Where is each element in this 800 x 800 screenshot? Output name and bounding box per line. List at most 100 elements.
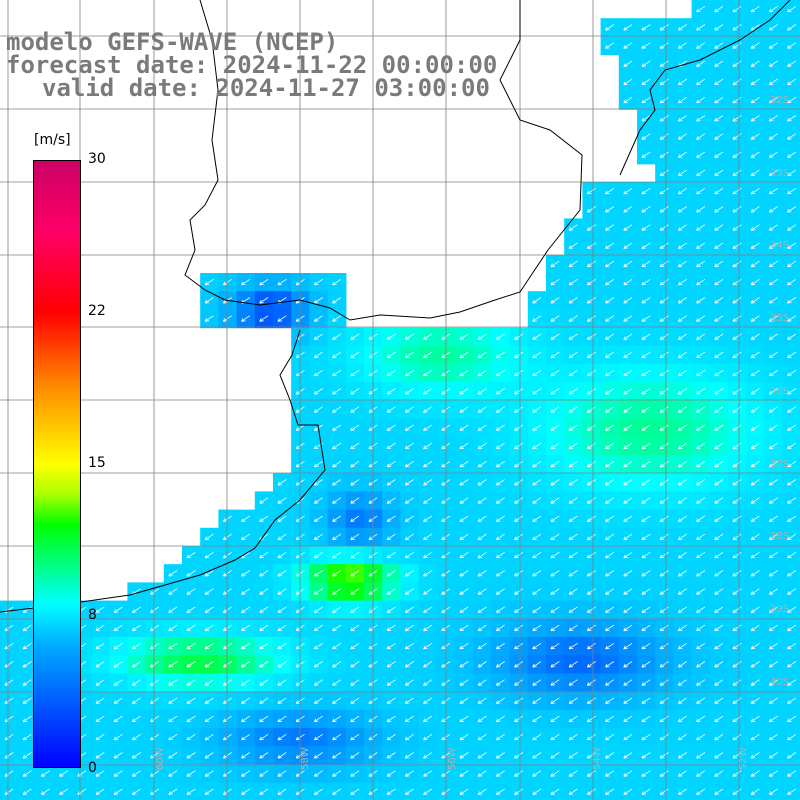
wind-arrow (514, 715, 524, 723)
wind-cell (691, 728, 711, 747)
wind-cell (546, 564, 565, 583)
wind-arrow (204, 278, 214, 286)
wind-cell (637, 327, 656, 347)
wind-arrow (623, 479, 633, 486)
wind-cell (600, 400, 620, 420)
wind-cell (491, 564, 511, 583)
wind-arrow (459, 497, 469, 504)
wind-arrow (659, 642, 669, 650)
wind-cell (0, 709, 19, 729)
wind-cell (673, 327, 693, 347)
wind-cell (637, 182, 656, 201)
wind-arrow (277, 588, 287, 595)
wind-arrow (623, 570, 633, 577)
wind-arrow (386, 715, 396, 723)
wind-cell (236, 291, 256, 310)
wind-cell (728, 509, 747, 529)
wind-arrow (714, 96, 724, 104)
wind-arrow (677, 679, 687, 686)
wind-arrow (277, 733, 287, 741)
wind-cell (618, 509, 638, 529)
wind-arrow (641, 78, 651, 86)
wind-arrow (514, 442, 524, 450)
wind-arrow (168, 606, 178, 613)
wind-arrow (259, 661, 269, 668)
wind-cell (345, 527, 365, 547)
wind-cell (618, 200, 638, 219)
wind-arrow (204, 606, 214, 613)
wind-arrow (532, 661, 542, 668)
wind-arrow (404, 715, 414, 723)
wind-cell (600, 618, 620, 638)
wind-arrow (641, 752, 651, 759)
wind-arrow (204, 570, 214, 577)
wind-arrow (586, 733, 596, 741)
wind-arrow (641, 351, 651, 359)
wind-arrow (714, 642, 724, 650)
wind-arrow (787, 497, 797, 504)
wind-cell (327, 473, 347, 492)
wind-cell (746, 400, 765, 420)
wind-arrow (732, 42, 742, 49)
wind-cell (163, 618, 183, 638)
wind-cell (109, 637, 128, 656)
wind-arrow (623, 42, 633, 49)
wind-arrow (605, 588, 615, 595)
wind-arrow (768, 606, 778, 613)
wind-cell (618, 418, 638, 438)
wind-arrow (732, 206, 742, 213)
wind-arrow (605, 187, 615, 195)
wind-cell (746, 473, 765, 492)
wind-arrow (386, 606, 396, 613)
lat-label: 39S (770, 604, 790, 615)
wind-cell (637, 273, 656, 292)
wind-cell (273, 564, 292, 583)
wind-cell (600, 746, 620, 765)
wind-arrow (514, 788, 524, 795)
wind-cell (564, 728, 583, 747)
wind-arrow (787, 351, 797, 359)
wind-arrow (514, 624, 524, 632)
wind-arrow (750, 570, 760, 577)
wind-arrow (313, 460, 323, 468)
wind-arrow (259, 697, 269, 704)
wind-arrow (677, 497, 687, 504)
wind-cell (655, 509, 674, 529)
wind-cell (345, 382, 365, 401)
wind-arrow (550, 260, 560, 268)
wind-arrow (241, 533, 251, 541)
wind-arrow (313, 297, 323, 304)
wind-cell (746, 345, 765, 365)
wind-cell (327, 600, 347, 620)
wind-cell (673, 345, 693, 365)
wind-arrow (750, 5, 760, 13)
wind-cell (673, 764, 693, 784)
wind-cell (145, 728, 165, 747)
wind-arrow (787, 388, 797, 395)
wind-cell (709, 382, 729, 401)
wind-arrow (332, 570, 342, 577)
wind-arrow (696, 715, 706, 723)
wind-arrow (241, 570, 251, 577)
wind-cell (655, 418, 674, 438)
wind-cell (728, 345, 747, 365)
wind-cell (546, 382, 565, 401)
wind-arrow (605, 424, 615, 431)
wind-cell (491, 473, 511, 492)
wind-arrow (623, 24, 633, 31)
wind-cell (273, 728, 292, 747)
wind-cell (473, 527, 492, 547)
wind-cell (254, 309, 274, 329)
wind-cell (327, 673, 347, 693)
coastline-north (619, 0, 791, 176)
wind-arrow (386, 479, 396, 486)
lat-label: 34S (770, 240, 790, 251)
wind-cell (509, 582, 529, 602)
wind-arrow (313, 697, 323, 704)
wind-cell (291, 655, 310, 674)
wind-cell (709, 163, 729, 183)
wind-cell (655, 546, 674, 565)
wind-cell (509, 491, 529, 511)
wind-cell (546, 691, 565, 711)
wind-cell (200, 728, 219, 747)
